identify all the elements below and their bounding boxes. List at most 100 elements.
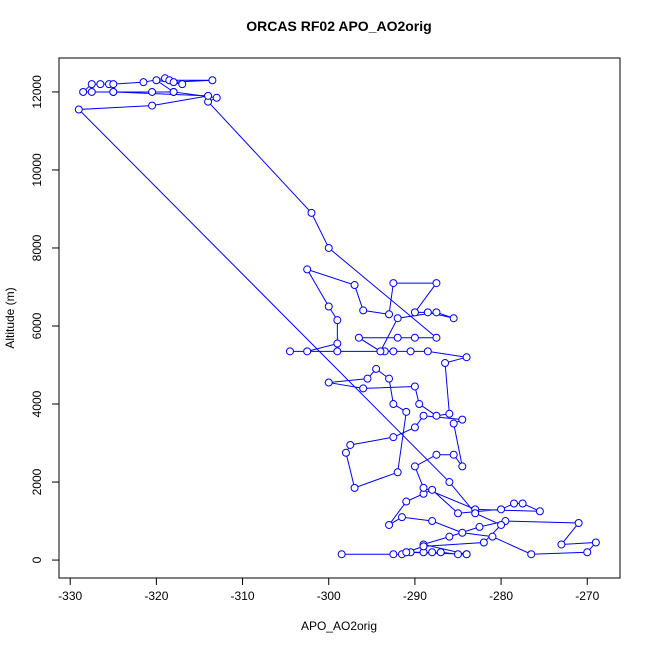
- point: [557, 540, 566, 549]
- point: [510, 499, 519, 508]
- point: [436, 548, 445, 557]
- point: [428, 548, 437, 557]
- point: [458, 462, 467, 471]
- y-tick-label: 4000: [30, 390, 44, 417]
- point: [445, 478, 454, 487]
- point: [458, 415, 467, 424]
- point: [109, 80, 118, 89]
- point: [410, 423, 419, 432]
- point: [415, 400, 424, 409]
- x-axis-label: APO_AO2orig: [301, 619, 377, 633]
- point: [376, 347, 385, 356]
- x-tick-label: -270: [575, 589, 599, 603]
- point: [354, 333, 363, 342]
- point: [109, 87, 118, 96]
- point: [389, 550, 398, 559]
- point: [337, 550, 346, 559]
- point: [497, 520, 506, 529]
- point: [346, 440, 355, 449]
- point: [389, 279, 398, 288]
- point: [333, 339, 342, 348]
- point: [303, 347, 312, 356]
- point: [402, 548, 411, 557]
- point: [397, 513, 406, 522]
- point: [363, 374, 372, 383]
- point: [350, 281, 359, 290]
- point: [303, 265, 312, 274]
- point: [333, 316, 342, 325]
- point: [410, 308, 419, 317]
- point: [419, 411, 428, 420]
- point: [419, 483, 428, 492]
- point: [410, 333, 419, 342]
- point: [419, 542, 428, 551]
- point: [462, 550, 471, 559]
- y-tick-label: 6000: [30, 312, 44, 339]
- point: [87, 87, 96, 96]
- point: [410, 382, 419, 391]
- point: [583, 548, 592, 557]
- point: [475, 522, 484, 531]
- point: [410, 462, 419, 471]
- point: [393, 314, 402, 323]
- point: [74, 105, 83, 114]
- point: [449, 419, 458, 428]
- point: [423, 308, 432, 317]
- point: [402, 497, 411, 506]
- point: [458, 528, 467, 537]
- point: [453, 550, 462, 559]
- point: [445, 532, 454, 541]
- point: [87, 80, 96, 89]
- point: [359, 384, 368, 393]
- x-tick-label: -320: [144, 589, 168, 603]
- point: [445, 409, 454, 418]
- x-tick-label: -310: [231, 589, 255, 603]
- point: [139, 78, 148, 87]
- point: [385, 310, 394, 319]
- point: [406, 347, 415, 356]
- point: [393, 468, 402, 477]
- point: [432, 279, 441, 288]
- point: [307, 208, 316, 217]
- point: [591, 538, 600, 547]
- point: [79, 87, 88, 96]
- chart-title: ORCAS RF02 APO_AO2orig: [246, 18, 431, 34]
- point: [389, 433, 398, 442]
- point: [453, 509, 462, 518]
- point: [324, 302, 333, 311]
- point: [449, 450, 458, 459]
- x-tick-label: -300: [317, 589, 341, 603]
- point: [359, 306, 368, 315]
- point: [488, 532, 497, 541]
- y-axis-label: Altitude (m): [3, 287, 17, 348]
- point: [96, 80, 105, 89]
- y-tick-label: 10000: [30, 153, 44, 187]
- point: [574, 518, 583, 527]
- point: [169, 78, 178, 87]
- point: [385, 520, 394, 529]
- point: [333, 347, 342, 356]
- y-tick-label: 8000: [30, 234, 44, 261]
- point: [402, 407, 411, 416]
- point: [212, 93, 221, 102]
- point: [152, 76, 161, 85]
- point: [432, 411, 441, 420]
- point: [432, 308, 441, 317]
- y-tick-label: 2000: [30, 468, 44, 495]
- y-tick-label: 0: [30, 556, 44, 563]
- point: [324, 378, 333, 387]
- point: [285, 347, 294, 356]
- point: [372, 364, 381, 373]
- y-tick-label: 12000: [30, 75, 44, 109]
- point: [324, 243, 333, 252]
- point: [441, 359, 450, 368]
- point: [497, 505, 506, 514]
- point: [462, 353, 471, 362]
- point: [178, 80, 187, 89]
- point: [432, 333, 441, 342]
- point: [518, 499, 527, 508]
- point: [169, 87, 178, 96]
- point: [393, 333, 402, 342]
- point: [535, 507, 544, 516]
